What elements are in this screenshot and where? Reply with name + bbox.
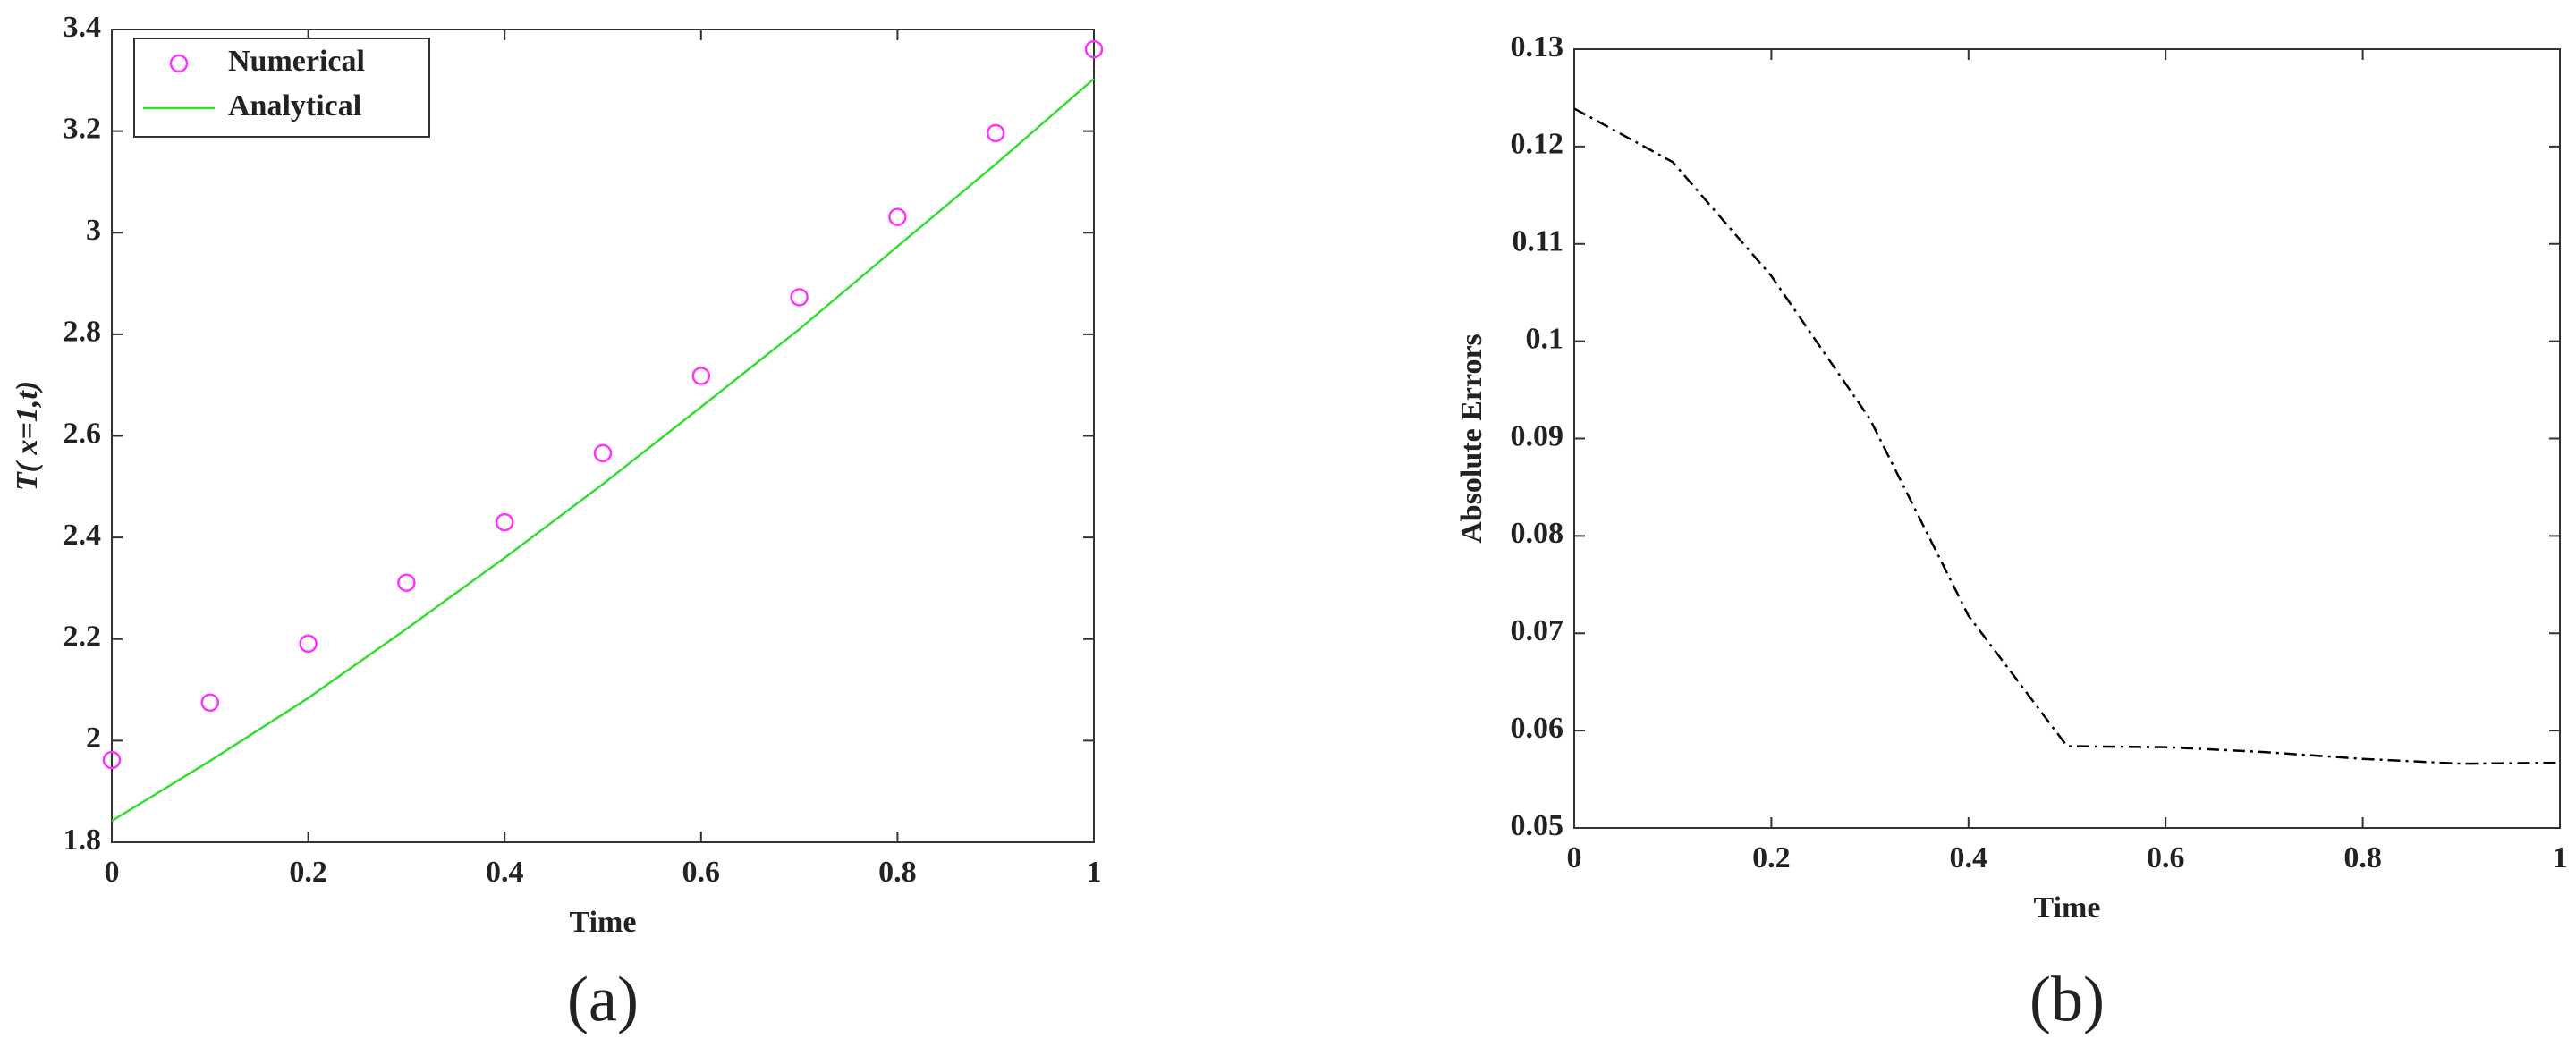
y-tick-label: 0.09 xyxy=(1511,419,1564,452)
y-tick-label: 3.2 xyxy=(64,112,102,145)
caption: (a) xyxy=(567,964,639,1035)
data-point xyxy=(397,573,416,592)
x-tick-label: 0.2 xyxy=(1752,841,1791,874)
x-tick-label: 0.4 xyxy=(1950,841,1988,874)
x-tick-label: 0.6 xyxy=(682,856,721,889)
x-tick-label: 0.6 xyxy=(2147,841,2185,874)
y-tick-label: 0.11 xyxy=(1512,225,1563,258)
x-tick-label: 1 xyxy=(2553,841,2568,874)
y-axis-label: T( x=1,t) xyxy=(11,381,44,491)
data-point xyxy=(888,207,907,226)
plot-frame xyxy=(111,29,1095,843)
x-tick-label: 0 xyxy=(1567,841,1582,874)
x-axis-label: Time xyxy=(570,906,637,939)
data-point xyxy=(1084,39,1104,59)
y-tick-label: 0.1 xyxy=(1526,322,1564,355)
y-tick-label: 2.2 xyxy=(64,621,102,654)
y-axis-label: Absolute Errors xyxy=(1455,334,1488,544)
legend-label: Numerical xyxy=(228,45,365,78)
data-line xyxy=(111,78,1095,823)
legend-marker xyxy=(169,54,189,73)
y-tick-label: 0.07 xyxy=(1511,614,1564,647)
legend-frame xyxy=(133,38,430,138)
data-point xyxy=(299,634,318,654)
y-tick-label: 0.08 xyxy=(1511,517,1564,550)
y-tick-label: 3.4 xyxy=(64,11,102,44)
x-tick-label: 0.8 xyxy=(2343,841,2382,874)
data-point xyxy=(495,512,514,532)
y-tick-label: 0.13 xyxy=(1511,30,1564,63)
y-tick-label: 0.05 xyxy=(1511,809,1564,842)
legend: Numerical Analytical xyxy=(133,38,430,138)
data-point xyxy=(102,750,122,770)
legend-label: Analytical xyxy=(228,89,361,122)
y-tick-label: 2.6 xyxy=(64,417,102,450)
y-tick-label: 2.8 xyxy=(64,316,102,349)
y-tick-label: 1.8 xyxy=(64,823,102,857)
plot-frame xyxy=(1573,48,2561,829)
data-point xyxy=(200,693,220,713)
y-tick-label: 2 xyxy=(86,722,101,755)
y-tick-label: 3 xyxy=(86,214,101,247)
x-tick-label: 0 xyxy=(105,856,120,889)
data-point xyxy=(691,367,711,385)
data-point xyxy=(593,443,613,463)
y-tick-label: 2.4 xyxy=(64,519,102,552)
data-point xyxy=(986,123,1005,143)
x-axis-label: Time xyxy=(2034,891,2101,925)
caption: (b) xyxy=(2029,964,2105,1035)
y-tick-label: 0.12 xyxy=(1511,128,1564,161)
x-tick-label: 0.4 xyxy=(486,856,524,889)
x-tick-label: 0.2 xyxy=(289,856,327,889)
x-tick-label: 1 xyxy=(1087,856,1102,889)
data-line xyxy=(1573,107,2561,765)
data-point xyxy=(790,288,809,307)
x-tick-label: 0.8 xyxy=(878,856,917,889)
y-tick-label: 0.06 xyxy=(1511,712,1564,745)
